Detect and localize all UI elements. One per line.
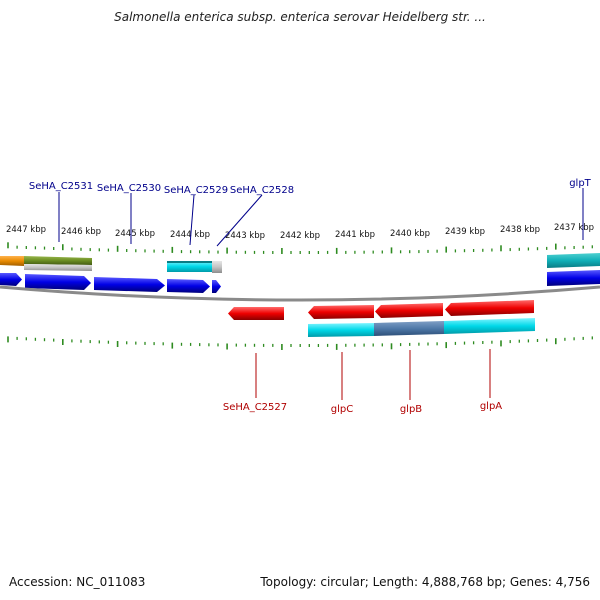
- forward-gene-labels: SeHA_C2531 SeHA_C2530 SeHA_C2529 SeHA_C2…: [29, 178, 592, 196]
- ruler-label-2447: 2447 kbp: [6, 225, 46, 235]
- ruler-label-2446: 2446 kbp: [61, 227, 101, 237]
- ruler-label-2444: 2444 kbp: [170, 230, 210, 240]
- gene-label-seha-c2527[interactable]: SeHA_C2527: [223, 402, 287, 413]
- gene-label-seha-c2531[interactable]: SeHA_C2531: [29, 181, 93, 192]
- cyan-feature-glpa[interactable]: [444, 318, 535, 334]
- gene-label-glpc[interactable]: glpC: [331, 404, 353, 415]
- forward-gene-arrow-seha-c2529[interactable]: [167, 279, 210, 293]
- ruler-label-2442: 2442 kbp: [280, 231, 320, 241]
- inner-tick-marks: [7, 336, 593, 350]
- map-title: Salmonella enterica subsp. enterica sero…: [114, 10, 486, 24]
- forward-gene-arrow-seha-c2528[interactable]: [212, 280, 221, 293]
- ruler-label-2443: 2443 kbp: [225, 231, 265, 241]
- reverse-gene-arrow-seha-c2527[interactable]: [228, 307, 284, 320]
- ruler-label-2441: 2441 kbp: [335, 230, 375, 240]
- reverse-strand-track: [228, 300, 534, 320]
- teal-feature-edge: [167, 261, 212, 263]
- teal-feature[interactable]: [167, 261, 212, 272]
- ruler-label-2440: 2440 kbp: [390, 229, 430, 239]
- ruler-label-2439: 2439 kbp: [445, 227, 485, 237]
- gene-label-glpa[interactable]: glpA: [480, 401, 502, 412]
- forward-gene-arrow-seha-c2530[interactable]: [94, 277, 165, 292]
- gene-label-glpt[interactable]: glpT: [569, 178, 591, 189]
- cyan-feature-glpc[interactable]: [308, 323, 374, 337]
- ruler-labels: 2447 kbp 2446 kbp 2445 kbp 2444 kbp 2443…: [6, 223, 594, 241]
- reverse-gene-arrow-glpb[interactable]: [375, 303, 443, 318]
- gene-label-seha-c2530[interactable]: SeHA_C2530: [97, 183, 161, 194]
- forward-gene-arrow-seha-c2531[interactable]: [25, 274, 91, 290]
- forward-gene-arrow-glpt[interactable]: [547, 270, 600, 286]
- ruler-label-2438: 2438 kbp: [500, 225, 540, 235]
- orange-feature[interactable]: [0, 256, 24, 266]
- outer-tick-marks: [7, 242, 593, 254]
- forward-gene-arrow[interactable]: [0, 273, 22, 286]
- steel-feature-glpb[interactable]: [374, 321, 444, 336]
- lower-feature-track: [308, 318, 535, 337]
- gene-label-glpb[interactable]: glpB: [400, 404, 422, 415]
- upper-feature-track: [0, 253, 600, 273]
- forward-label-leaders: [58, 188, 584, 247]
- gene-label-seha-c2529[interactable]: SeHA_C2529: [164, 185, 228, 196]
- ruler-label-2445: 2445 kbp: [115, 229, 155, 239]
- gene-label-seha-c2528[interactable]: SeHA_C2528: [230, 185, 294, 196]
- reverse-gene-arrow-glpc[interactable]: [308, 305, 374, 319]
- grey-feature-2[interactable]: [212, 261, 222, 273]
- reverse-gene-arrow-glpa[interactable]: [445, 300, 534, 316]
- teal-feature-right[interactable]: [547, 253, 600, 268]
- genome-summary-text: Topology: circular; Length: 4,888,768 bp…: [259, 575, 590, 589]
- reverse-label-leaders: [255, 349, 491, 400]
- reverse-gene-labels: SeHA_C2527 glpC glpB glpA: [223, 401, 502, 415]
- forward-strand-track: [0, 270, 600, 293]
- grey-feature[interactable]: [24, 264, 92, 271]
- accession-text: Accession: NC_011083: [9, 575, 145, 589]
- genome-backbone: [0, 285, 600, 302]
- ruler-label-2437: 2437 kbp: [554, 223, 594, 233]
- olive-feature[interactable]: [24, 256, 92, 265]
